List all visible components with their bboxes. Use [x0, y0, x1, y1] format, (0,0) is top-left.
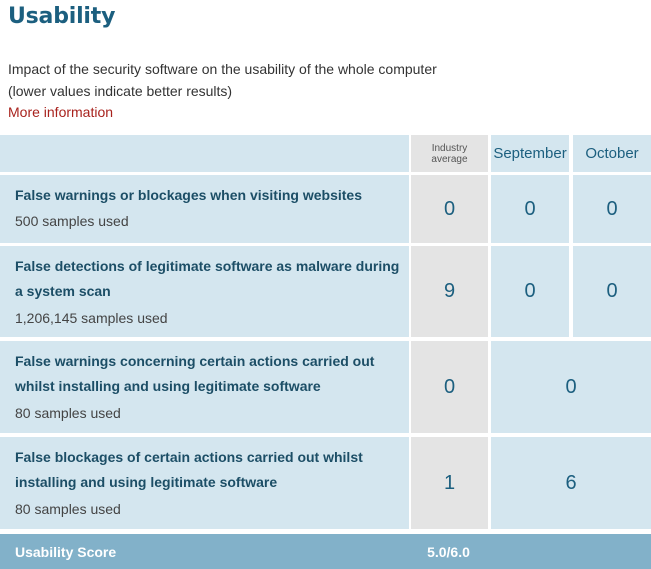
- table-row-label: False blockages of certain actions carri…: [0, 437, 409, 529]
- description-line-2: (lower values indicate better results): [8, 83, 233, 99]
- combined-period-value: 6: [491, 437, 651, 529]
- row-title: False warnings or blockages when visitin…: [15, 187, 362, 203]
- industry-average-value: 0: [411, 341, 488, 433]
- header-industry-average: Industry average: [411, 135, 488, 172]
- industry-average-value: 9: [411, 246, 488, 337]
- industry-average-value: 1: [411, 437, 488, 529]
- row-title-line-1: False blockages of certain actions carri…: [15, 449, 363, 465]
- row-samples: 80 samples used: [15, 405, 121, 421]
- row-title-line-1: False warnings concerning certain action…: [15, 353, 375, 369]
- more-information-link[interactable]: More information: [8, 104, 114, 120]
- october-value: 0: [573, 175, 651, 243]
- row-samples: 500 samples used: [15, 213, 129, 229]
- header-september: September: [491, 135, 569, 172]
- september-value: 0: [491, 246, 569, 337]
- page-title: Usability: [8, 4, 116, 29]
- table-row-label: False detections of legitimate software …: [0, 246, 409, 337]
- row-title-line-2: whilst installing and using legitimate s…: [15, 378, 321, 394]
- score-value: 5.0/6.0: [427, 544, 470, 560]
- row-title-line-2: a system scan: [15, 283, 111, 299]
- header-label-cell: [0, 135, 409, 172]
- row-samples: 80 samples used: [15, 501, 121, 517]
- description-line-1: Impact of the security software on the u…: [8, 61, 437, 77]
- september-label: September: [493, 145, 567, 162]
- score-label: Usability Score: [15, 544, 117, 560]
- table-row-label: False warnings concerning certain action…: [0, 341, 409, 433]
- table-row-label: False warnings or blockages when visitin…: [0, 175, 409, 243]
- october-value: 0: [573, 246, 651, 337]
- combined-period-value: 0: [491, 341, 651, 433]
- industry-average-value: 0: [411, 175, 488, 243]
- september-value: 0: [491, 175, 569, 243]
- industry-average-label: Industry average: [431, 142, 468, 165]
- row-samples: 1,206,145 samples used: [15, 310, 168, 326]
- usability-score-bar: Usability Score 5.0/6.0: [0, 534, 651, 569]
- row-title-line-1: False detections of legitimate software …: [15, 258, 400, 274]
- header-october: October: [573, 135, 651, 172]
- row-title-line-2: installing and using legitimate software: [15, 474, 278, 490]
- october-label: October: [585, 145, 639, 162]
